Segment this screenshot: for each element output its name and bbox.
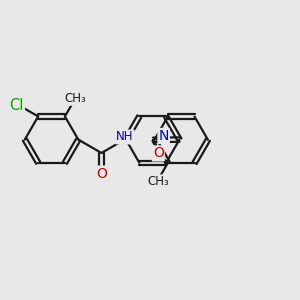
Text: CH₃: CH₃ xyxy=(64,92,86,105)
Text: Cl: Cl xyxy=(10,98,24,113)
Text: NH: NH xyxy=(116,130,134,143)
Text: N: N xyxy=(158,129,169,143)
Text: O: O xyxy=(153,146,164,161)
Text: CH₃: CH₃ xyxy=(147,175,169,188)
Text: O: O xyxy=(96,167,107,181)
